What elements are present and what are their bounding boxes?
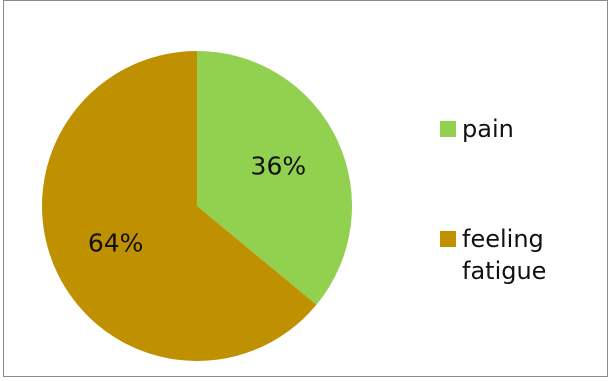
chart-frame: 36% 64% pain feeling fatigue [3,0,608,377]
pie-label-feeling-fatigue: 64% [88,228,144,257]
legend-swatch-feeling-fatigue [440,231,456,247]
legend-swatch-pain [440,121,456,137]
legend-label-pain: pain [462,115,514,143]
legend-label-feeling-fatigue: feeling fatigue [462,225,547,285]
legend-item-feeling-fatigue: feeling fatigue [440,223,572,287]
pie-slice-pain [197,51,352,305]
legend-item-pain: pain [440,113,572,145]
pie-label-pain: 36% [251,152,307,181]
pie-chart: 36% 64% [41,50,352,361]
pie-slice-feeling-fatigue [41,50,317,361]
